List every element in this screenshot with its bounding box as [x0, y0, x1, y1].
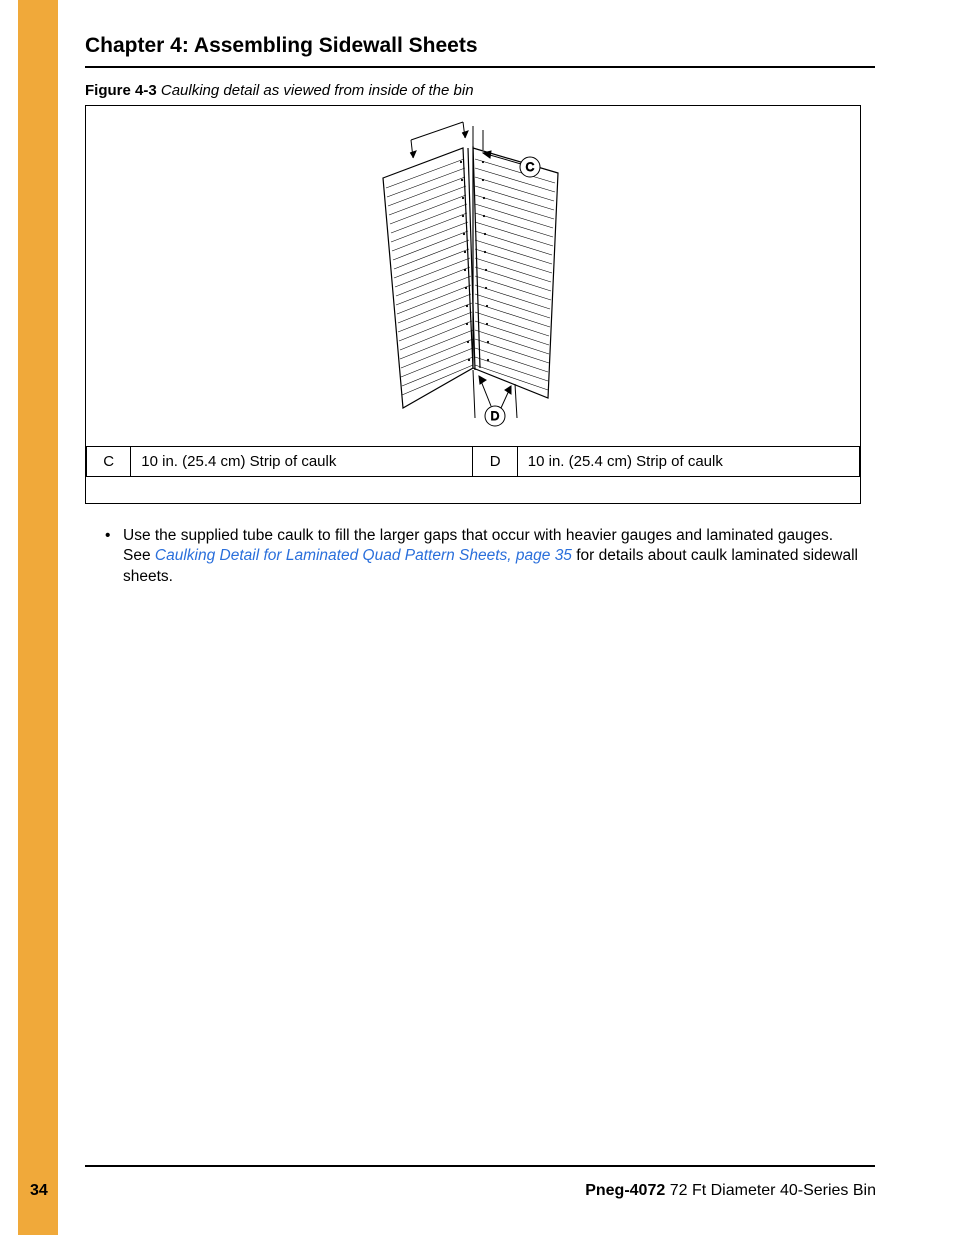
- footer-rule: [85, 1165, 875, 1167]
- caulking-diagram: C D: [323, 118, 623, 438]
- bullet-text: Use the supplied tube caulk to fill the …: [123, 526, 860, 587]
- figure-label: Figure 4-3 Caulking detail as viewed fro…: [85, 82, 875, 99]
- body-bullet: • Use the supplied tube caulk to fill th…: [105, 526, 860, 587]
- diagram-area: C D: [86, 106, 860, 446]
- title-rule: [85, 66, 875, 68]
- doc-title: 72 Ft Diameter 40-Series Bin: [665, 1182, 876, 1199]
- legend-key-c: C: [87, 447, 131, 477]
- footer-doc-title: Pneg-4072 72 Ft Diameter 40-Series Bin: [585, 1182, 876, 1200]
- bullet-dot: •: [105, 526, 123, 587]
- chapter-title: Chapter 4: Assembling Sidewall Sheets: [85, 34, 875, 66]
- figure-bottom-padding: [86, 477, 860, 503]
- figure-box: C D: [85, 105, 861, 504]
- cross-reference-link[interactable]: Caulking Detail for Laminated Quad Patte…: [155, 547, 572, 564]
- figure-caption: Caulking detail as viewed from inside of…: [161, 82, 474, 99]
- page-number: 34: [30, 1182, 48, 1200]
- figure-legend-table: C 10 in. (25.4 cm) Strip of caulk D 10 i…: [86, 446, 860, 477]
- page: Chapter 4: Assembling Sidewall Sheets Fi…: [0, 0, 954, 1235]
- legend-row: C 10 in. (25.4 cm) Strip of caulk D 10 i…: [87, 447, 860, 477]
- accent-sidebar: [18, 0, 58, 1235]
- content-area: Chapter 4: Assembling Sidewall Sheets Fi…: [85, 34, 875, 587]
- doc-code: Pneg-4072: [585, 1182, 665, 1199]
- callout-c-label: C: [526, 160, 535, 174]
- callout-d-label: D: [491, 409, 500, 423]
- figure-number: Figure 4-3: [85, 82, 157, 99]
- legend-desc-d: 10 in. (25.4 cm) Strip of caulk: [517, 447, 859, 477]
- legend-key-d: D: [473, 447, 517, 477]
- legend-desc-c: 10 in. (25.4 cm) Strip of caulk: [131, 447, 473, 477]
